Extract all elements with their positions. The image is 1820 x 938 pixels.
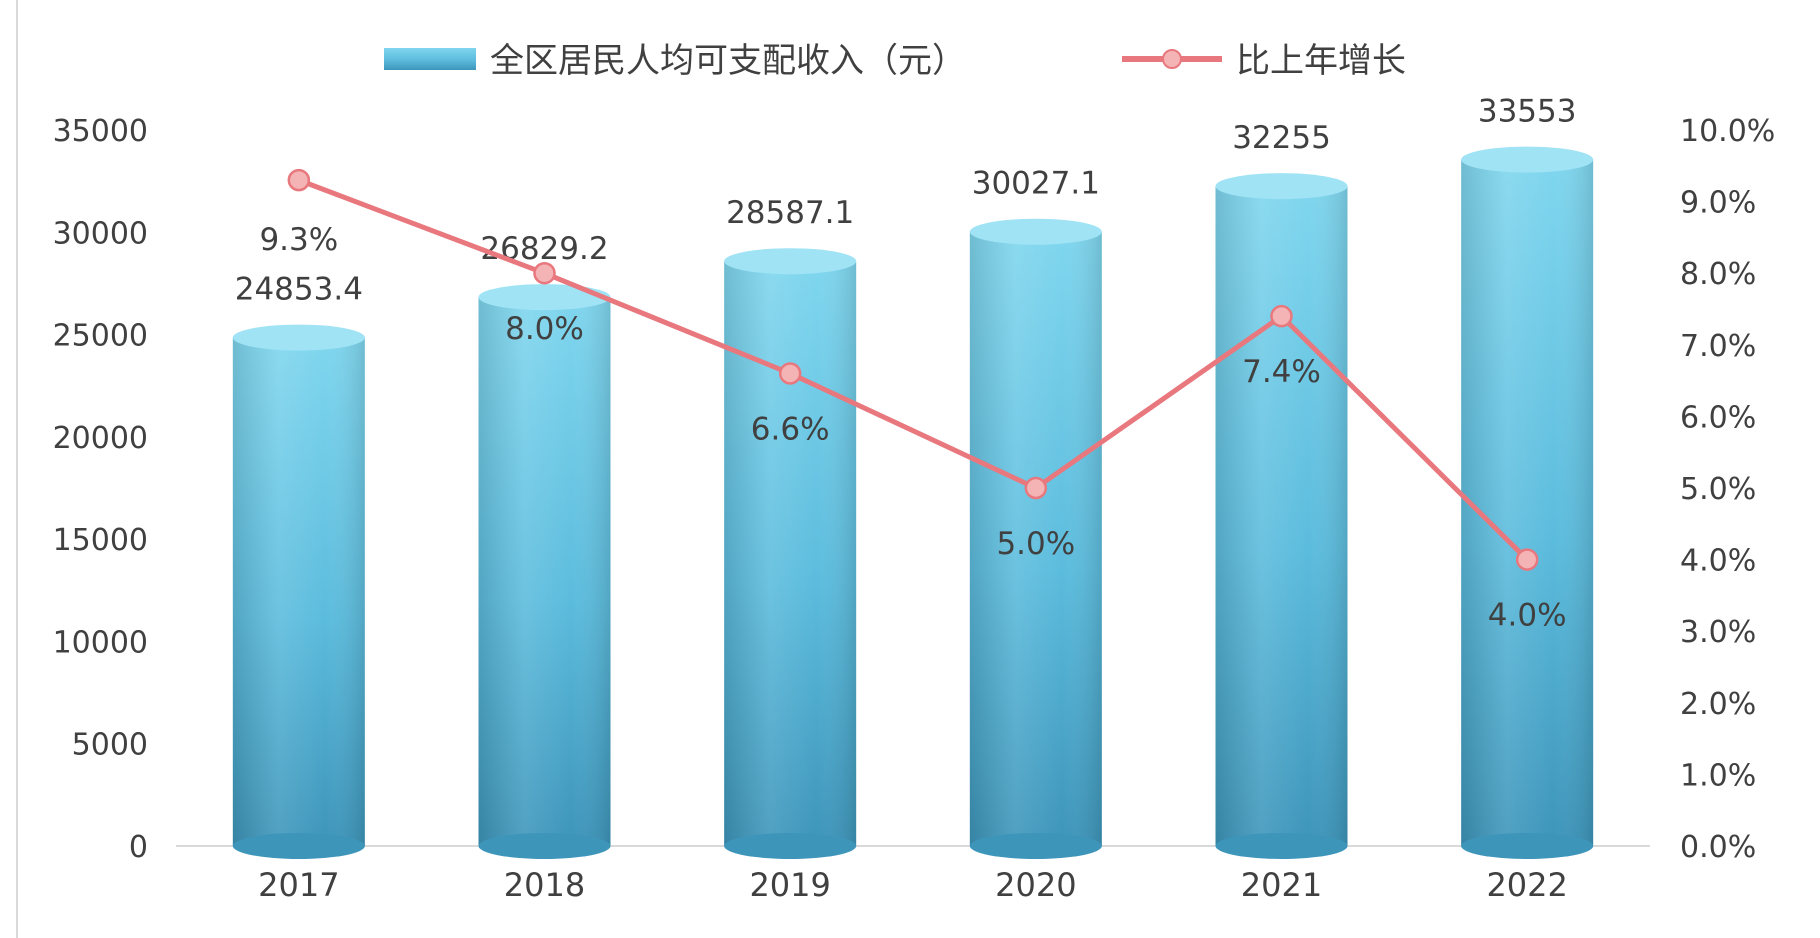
legend-line-marker (1162, 49, 1182, 69)
bar-top (1215, 173, 1348, 200)
bar-base (478, 833, 611, 859)
legend-bar-swatch (384, 48, 476, 70)
growth-line (297, 177, 1529, 562)
legend: 全区居民人均可支配收入（元） 比上年增长 (384, 41, 1406, 81)
bar-top (478, 284, 611, 311)
bar-top (724, 248, 857, 275)
x-tick-label: 2020 (995, 866, 1076, 904)
x-axis: 2017 2018 2019 2020 2021 2022 (176, 845, 1650, 904)
bar-data-labels: 24853.4 26829.2 28587.1 30027.1 32255 33553 (235, 94, 1577, 308)
bar-value-label: 24853.4 (235, 272, 363, 308)
y-right-tick-label: 3.0% (1680, 615, 1756, 650)
y-right-tick-label: 5.0% (1680, 472, 1756, 507)
bar (1215, 173, 1348, 859)
y-left-tick-label: 25000 (53, 319, 148, 354)
x-tick-label: 2022 (1486, 866, 1567, 904)
bar-value-label: 30027.1 (972, 166, 1100, 202)
legend-line-label: 比上年增长 (1236, 41, 1406, 81)
y-right-tick-label: 8.0% (1680, 257, 1756, 292)
x-tick-label: 2018 (504, 866, 585, 904)
line-value-label: 8.0% (505, 311, 584, 347)
line-value-label: 6.6% (751, 411, 830, 447)
line-point (778, 362, 802, 385)
line-value-label: 5.0% (996, 526, 1075, 562)
bar-shading (478, 297, 611, 846)
bar-shading (1215, 186, 1348, 847)
line-point (1515, 548, 1539, 571)
y-right-tick-label: 6.0% (1680, 400, 1756, 435)
y-left-tick-label: 35000 (53, 114, 148, 149)
y-left-tick-label: 0 (129, 830, 148, 865)
bar-shading (232, 337, 365, 846)
bar-shading (1461, 159, 1594, 846)
y-left-tick-label: 5000 (72, 728, 148, 763)
bar-base (1215, 833, 1348, 859)
bar (969, 218, 1102, 859)
bar (724, 248, 857, 859)
line-value-label: 9.3% (259, 222, 338, 258)
bar-value-label: 32255 (1232, 120, 1331, 156)
y-right-tick-label: 1.0% (1680, 758, 1756, 793)
y-right-tick-label: 2.0% (1680, 687, 1756, 722)
chart-frame (16, 0, 1820, 938)
line-value-label: 4.0% (1488, 598, 1567, 634)
bar (232, 324, 365, 859)
bar-top (969, 218, 1102, 245)
bar-value-label: 28587.1 (726, 195, 854, 231)
bar (1461, 146, 1594, 859)
bar-shading (724, 261, 857, 847)
line-point (287, 168, 311, 192)
bar-shading (969, 231, 1102, 846)
x-tick-label: 2017 (258, 866, 339, 904)
y-right-tick-label: 4.0% (1680, 544, 1756, 579)
bar-base (724, 833, 857, 859)
legend-bar-label: 全区居民人均可支配收入（元） (490, 41, 966, 81)
bar-series (232, 146, 1594, 859)
bar-base (1461, 833, 1594, 859)
y-left-tick-label: 10000 (53, 625, 148, 660)
line-point (1270, 304, 1293, 328)
line-series (287, 168, 1539, 571)
bar-base (232, 833, 365, 859)
y-left-tick-label: 30000 (53, 216, 148, 251)
y-right-tick-label: 0.0% (1680, 830, 1756, 865)
bar-base (969, 833, 1102, 859)
bar (478, 284, 611, 859)
y-left-tick-label: 15000 (53, 523, 148, 558)
y-right-tick-label: 7.0% (1680, 329, 1756, 364)
y-right-tick-label: 9.0% (1680, 186, 1756, 221)
x-tick-label: 2019 (749, 866, 830, 904)
line-data-labels: 9.3% 8.0% 6.6% 5.0% 7.4% 4.0% (259, 222, 1566, 633)
y-axis-left: 0 5000 10000 15000 20000 25000 30000 35000 (53, 114, 148, 865)
y-left-tick-label: 20000 (53, 421, 148, 456)
bar-top (232, 324, 365, 351)
line-value-label: 7.4% (1242, 354, 1321, 390)
y-axis-right: 0.0% 1.0% 2.0% 3.0% 4.0% 5.0% 6.0% 7.0% 8.0% 9.0%… (1680, 114, 1775, 865)
bar-value-label: 33553 (1478, 94, 1577, 130)
y-right-tick-label: 10.0% (1680, 114, 1775, 149)
bar-value-label: 26829.2 (480, 231, 608, 267)
x-tick-label: 2021 (1241, 866, 1322, 904)
line-point (533, 261, 556, 285)
line-point (1024, 476, 1048, 500)
bar-top (1461, 146, 1594, 173)
